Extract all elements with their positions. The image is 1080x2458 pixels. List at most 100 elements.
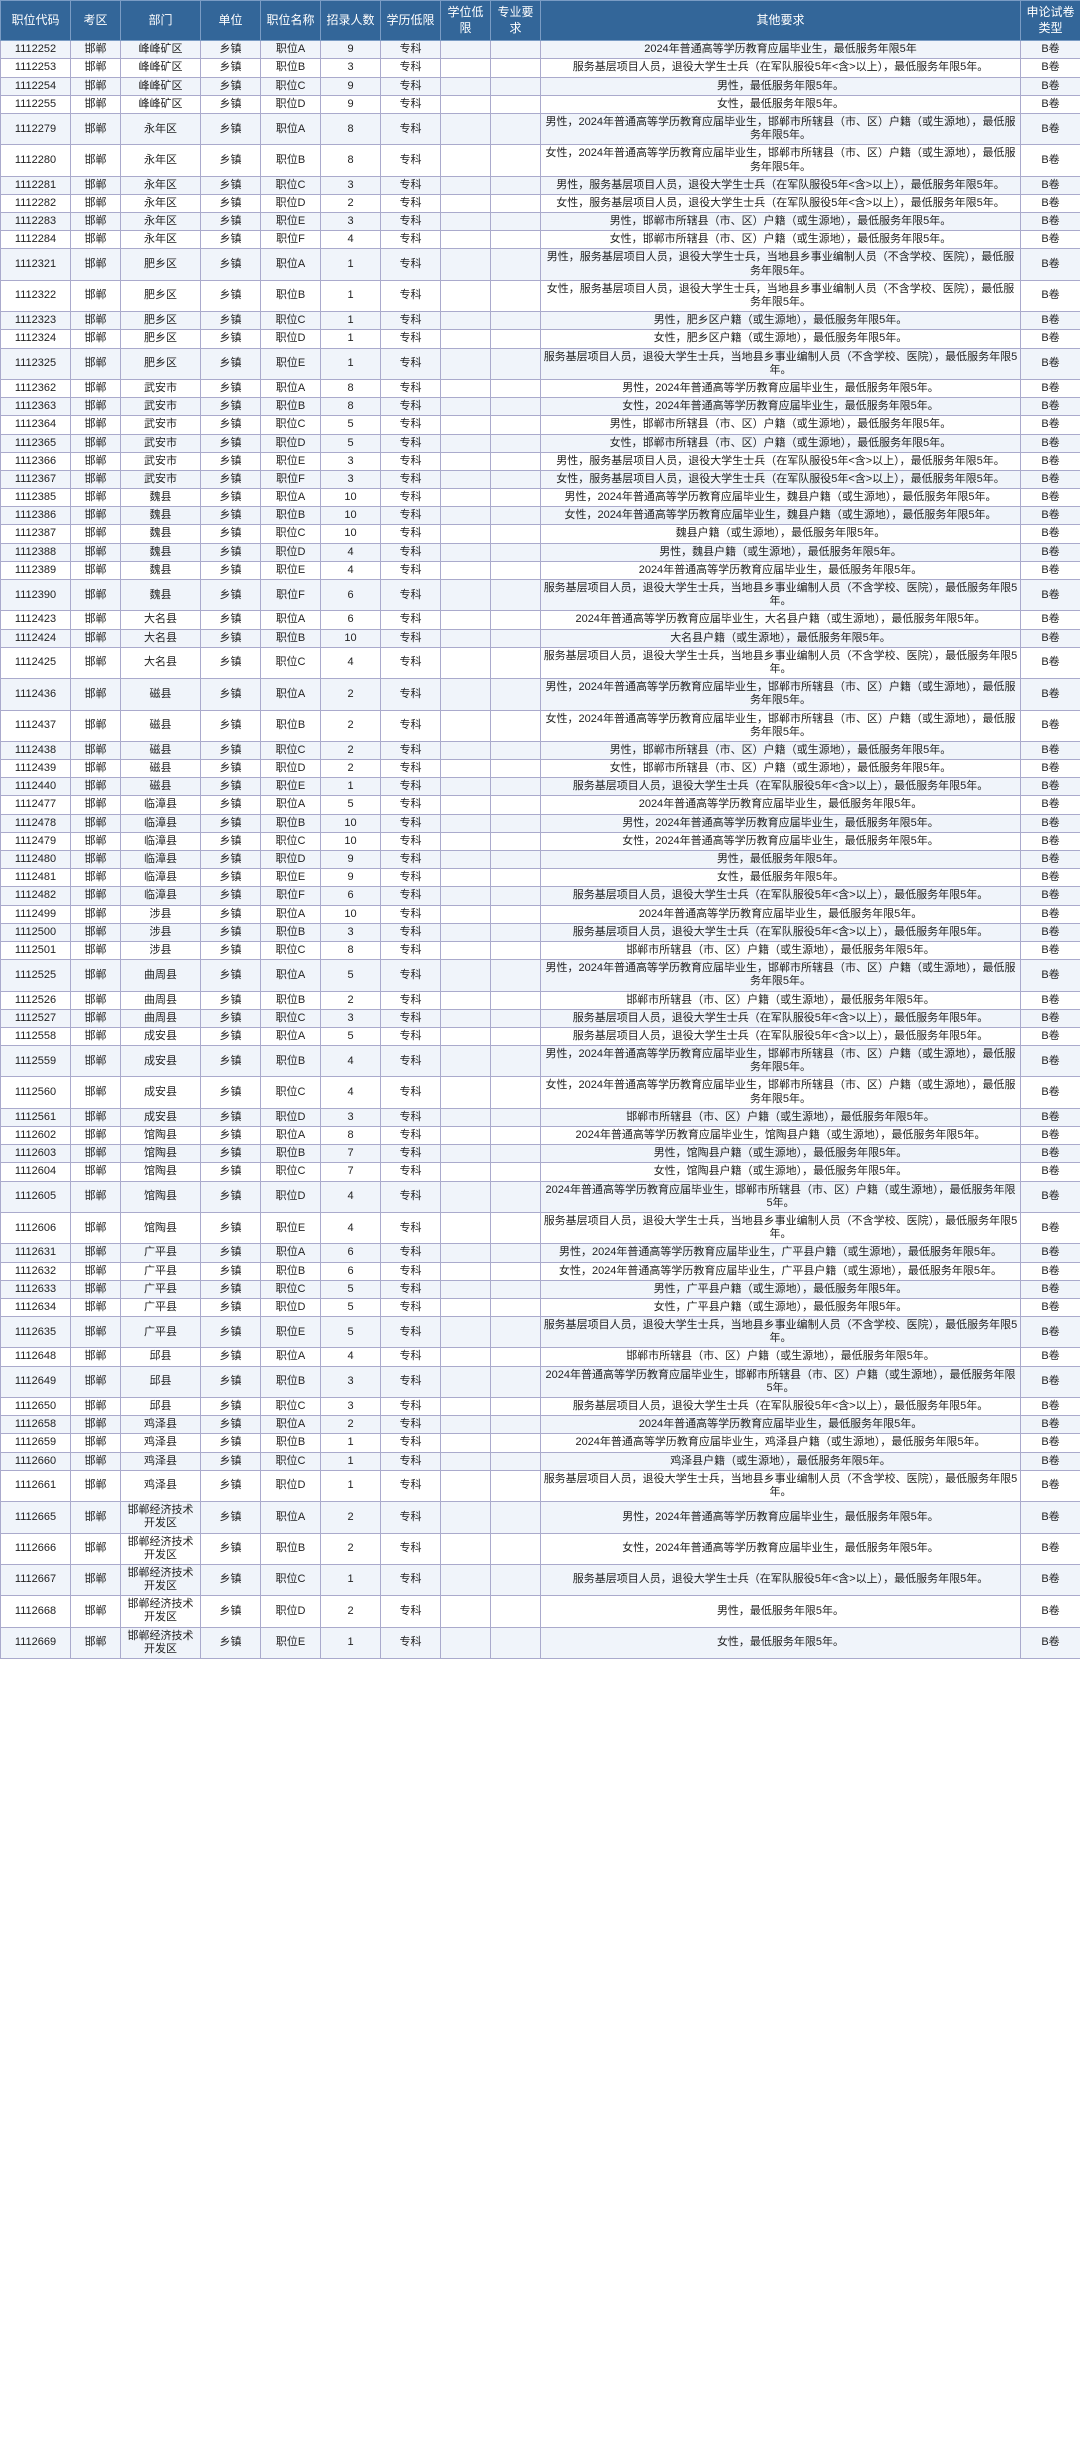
cell: 服务基层项目人员，退役大学生士兵（在军队服役5年<含>以上），最低服务年限5年。 [541, 59, 1021, 77]
cell: B卷 [1021, 1434, 1080, 1452]
cell: B卷 [1021, 543, 1080, 561]
cell: 鸡泽县 [121, 1416, 201, 1434]
cell: B卷 [1021, 923, 1080, 941]
cell: 服务基层项目人员，退役大学生士兵（在军队服役5年<含>以上），最低服务年限5年。 [541, 1564, 1021, 1595]
cell: 邯郸 [71, 434, 121, 452]
cell: 乡镇 [201, 398, 261, 416]
cell: 专科 [381, 1317, 441, 1348]
col-header-10: 申论试卷类型 [1021, 1, 1080, 41]
cell: 1112561 [1, 1108, 71, 1126]
cell [491, 991, 541, 1009]
cell: 涉县 [121, 905, 201, 923]
cell: B卷 [1021, 1163, 1080, 1181]
cell: 乡镇 [201, 280, 261, 311]
cell: 职位D [261, 1298, 321, 1316]
cell: 专科 [381, 1127, 441, 1145]
cell: 职位C [261, 1564, 321, 1595]
cell: 9 [321, 851, 381, 869]
cell: 1 [321, 312, 381, 330]
cell: 职位B [261, 1533, 321, 1564]
table-row: 1112363邯郸武安市乡镇职位B8专科女性，2024年普通高等学历教育应届毕业… [1, 398, 1080, 416]
cell: 邯郸 [71, 1163, 121, 1181]
cell: 馆陶县 [121, 1145, 201, 1163]
cell: 职位C [261, 941, 321, 959]
cell: 6 [321, 887, 381, 905]
cell: 4 [321, 231, 381, 249]
cell [491, 960, 541, 991]
cell: 职位E [261, 213, 321, 231]
cell: 武安市 [121, 452, 201, 470]
cell: 乡镇 [201, 1317, 261, 1348]
cell: 8 [321, 145, 381, 176]
cell: 3 [321, 176, 381, 194]
cell [491, 59, 541, 77]
cell: 1112658 [1, 1416, 71, 1434]
cell: 4 [321, 1077, 381, 1108]
cell: 1112437 [1, 710, 71, 741]
cell: 职位C [261, 1398, 321, 1416]
cell: B卷 [1021, 1398, 1080, 1416]
cell [441, 1596, 491, 1627]
cell: 女性，馆陶县户籍（或生源地），最低服务年限5年。 [541, 1163, 1021, 1181]
cell: 女性，邯郸市所辖县（市、区）户籍（或生源地），最低服务年限5年。 [541, 434, 1021, 452]
cell [441, 398, 491, 416]
cell: 馆陶县 [121, 1212, 201, 1243]
cell: 1112631 [1, 1244, 71, 1262]
cell: 专科 [381, 1627, 441, 1658]
cell: 1112386 [1, 507, 71, 525]
cell: 邱县 [121, 1348, 201, 1366]
cell: 专科 [381, 960, 441, 991]
cell [441, 629, 491, 647]
cell: 曲周县 [121, 1009, 201, 1027]
cell: 1112387 [1, 525, 71, 543]
cell: 服务基层项目人员，退役大学生士兵（在军队服役5年<含>以上），最低服务年限5年。 [541, 778, 1021, 796]
cell [441, 832, 491, 850]
cell: 乡镇 [201, 213, 261, 231]
cell: 1112633 [1, 1280, 71, 1298]
cell: B卷 [1021, 1212, 1080, 1243]
cell: 曲周县 [121, 960, 201, 991]
cell: 1 [321, 1564, 381, 1595]
cell [491, 923, 541, 941]
cell: 乡镇 [201, 1009, 261, 1027]
table-row: 1112650邯郸邱县乡镇职位C3专科服务基层项目人员，退役大学生士兵（在军队服… [1, 1398, 1080, 1416]
cell: 男性，邯郸市所辖县（市、区）户籍（或生源地），最低服务年限5年。 [541, 213, 1021, 231]
cell: 乡镇 [201, 561, 261, 579]
cell: 广平县 [121, 1298, 201, 1316]
cell: B卷 [1021, 960, 1080, 991]
cell: 7 [321, 1145, 381, 1163]
cell [441, 176, 491, 194]
cell: 专科 [381, 1416, 441, 1434]
cell: B卷 [1021, 1470, 1080, 1501]
cell: B卷 [1021, 580, 1080, 611]
cell: B卷 [1021, 41, 1080, 59]
cell: 职位C [261, 176, 321, 194]
cell [441, 796, 491, 814]
cell: 8 [321, 113, 381, 144]
cell: 邯郸 [71, 1145, 121, 1163]
cell [491, 41, 541, 59]
cell: 9 [321, 869, 381, 887]
cell: 专科 [381, 991, 441, 1009]
cell: 乡镇 [201, 796, 261, 814]
cell: 职位A [261, 611, 321, 629]
cell [491, 1262, 541, 1280]
cell: 鸡泽县 [121, 1434, 201, 1452]
cell: 武安市 [121, 379, 201, 397]
cell: 乡镇 [201, 1046, 261, 1077]
cell: B卷 [1021, 1127, 1080, 1145]
table-row: 1112477邯郸临漳县乡镇职位A5专科2024年普通高等学历教育应届毕业生，最… [1, 796, 1080, 814]
cell: 曲周县 [121, 991, 201, 1009]
cell: 1112438 [1, 741, 71, 759]
cell: 男性，服务基层项目人员，退役大学生士兵（在军队服役5年<含>以上），最低服务年限… [541, 452, 1021, 470]
cell [491, 1348, 541, 1366]
cell [491, 1317, 541, 1348]
cell: 磁县 [121, 741, 201, 759]
cell: B卷 [1021, 1564, 1080, 1595]
cell: 职位C [261, 647, 321, 678]
cell: 1112321 [1, 249, 71, 280]
cell: 女性，邯郸市所辖县（市、区）户籍（或生源地），最低服务年限5年。 [541, 760, 1021, 778]
table-row: 1112648邯郸邱县乡镇职位A4专科邯郸市所辖县（市、区）户籍（或生源地），最… [1, 1348, 1080, 1366]
cell [441, 1298, 491, 1316]
cell: 专科 [381, 59, 441, 77]
